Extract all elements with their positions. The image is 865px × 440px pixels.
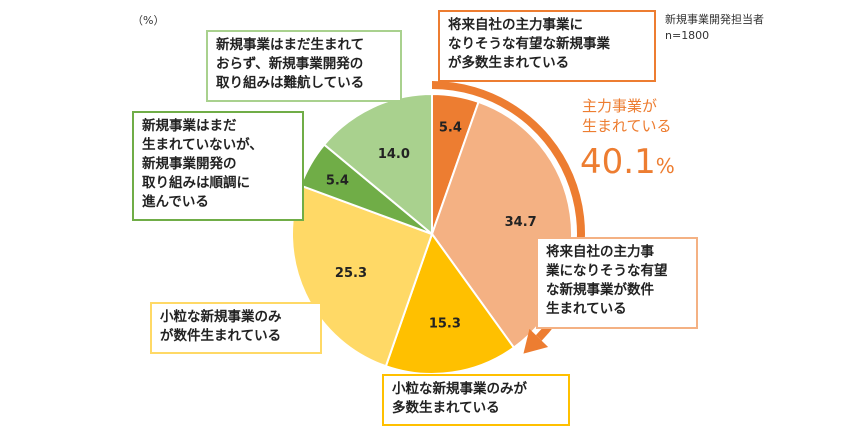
pie-slices	[291, 92, 573, 375]
respondents-group: 新規事業開発担当者	[665, 13, 764, 26]
highlight-number: 40.1	[580, 142, 656, 182]
legend-box-many-promising: 将来自社の主力事業に なりそうな有望な新規事業 が多数生まれている	[438, 10, 656, 82]
highlight-unit: %	[655, 154, 675, 178]
highlight-label: 主力事業が 生まれている	[582, 97, 672, 135]
respondents-count: n=1800	[665, 29, 710, 42]
legend-box-few-small: 小粒な新規事業のみ が数件生まれている	[150, 302, 322, 354]
legend-box-not-yet-smooth: 新規事業はまだ 生まれていないが、 新規事業開発の 取り組みは順調に 進んでいる	[132, 111, 304, 221]
legend-box-few-promising: 将来自社の主力事 業になりそうな有望 な新規事業が数件 生まれている	[536, 237, 698, 329]
respondents-info: 新規事業開発担当者 n=1800	[665, 12, 764, 44]
legend-box-not-yet-struggling: 新規事業はまだ生まれて おらず、新規事業開発の 取り組みは難航している	[206, 30, 402, 102]
value-labels: 5.4 34.7 15.3 25.3 5.4 14.0	[326, 120, 537, 331]
value-label-not-yet-struggling: 14.0	[378, 147, 410, 162]
value-label-many-small: 15.3	[429, 317, 461, 332]
pie-slice-many-small	[384, 231, 516, 375]
pie-slice-not-yet-struggling	[322, 92, 433, 237]
value-label-many-promising: 5.4	[439, 120, 462, 135]
highlight-arrowhead	[523, 328, 549, 354]
highlight-value: 40.1%	[580, 142, 675, 182]
value-label-not-yet-smooth: 5.4	[326, 173, 349, 188]
value-label-few-promising: 34.7	[505, 215, 537, 230]
legend-box-many-small: 小粒な新規事業のみが 多数生まれている	[382, 374, 570, 426]
unit-label: （%）	[132, 14, 165, 27]
value-label-few-small: 25.3	[335, 266, 367, 281]
